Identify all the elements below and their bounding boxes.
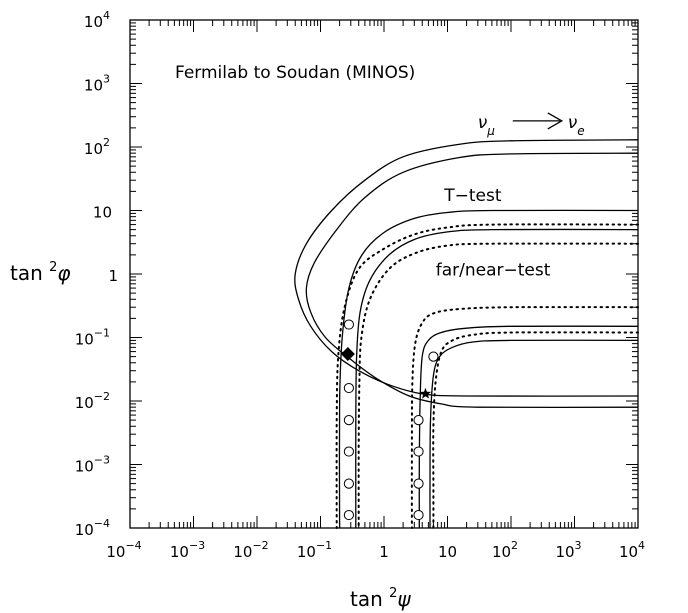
annotation-numu-to-nue: νμ νe — [478, 112, 585, 138]
open-circle-point-5 — [343, 509, 354, 521]
y-tick-label-7: 10−3 — [75, 454, 110, 476]
y-tick-label-1: 103 — [84, 73, 110, 95]
series-curve-6 — [418, 325, 639, 529]
x-tick-label-8: 104 — [619, 539, 645, 561]
open-circle-point-1 — [343, 382, 354, 394]
y-tick-label-2: 102 — [84, 136, 110, 158]
y-tick-label-6: 10−2 — [75, 390, 110, 412]
series-curve-7 — [429, 339, 639, 529]
annotation-far-near-test: far/near−test — [436, 260, 551, 280]
arrow-icon — [512, 112, 564, 130]
annotation-t-test: T−test — [443, 186, 502, 206]
open-circle-point-6 — [413, 446, 424, 457]
series-curve-4 — [335, 223, 639, 529]
x-tick-label-0: 10−4 — [106, 539, 141, 561]
x-tick-label-6: 102 — [492, 539, 518, 561]
x-tick-label-4: 1 — [379, 543, 389, 561]
annotation-nu-e: νe — [568, 113, 585, 138]
x-tick-label-1: 10−3 — [170, 539, 205, 561]
series-curve-5 — [357, 242, 639, 529]
y-tick-label-0: 104 — [84, 9, 110, 31]
series-curve-0 — [294, 139, 639, 397]
open-circle-point-2 — [343, 415, 354, 426]
y-tick-label-3: 10 — [93, 204, 112, 222]
star-point — [419, 387, 432, 399]
annotation-nu-mu: νμ — [478, 113, 496, 138]
x-tick-labels: 10−4 10−3 10−2 10−1 1 10 102 103 104 — [106, 539, 645, 561]
series-curve-3 — [355, 228, 639, 529]
y-tick-label-5: 10−1 — [75, 327, 110, 349]
chart-title: Fermilab to Soudan (MINOS) — [175, 63, 415, 83]
open-circle-point-3 — [343, 446, 354, 457]
axis-ticks — [129, 19, 639, 529]
open-circle-point-9 — [413, 509, 424, 521]
open-circle-point-7 — [413, 415, 424, 426]
data-markers — [340, 319, 439, 521]
plot-frame — [129, 19, 639, 529]
filled-diamond-point — [340, 346, 355, 361]
x-tick-label-7: 103 — [555, 539, 581, 561]
series-curve-2 — [338, 209, 639, 529]
series-curve-8 — [410, 306, 639, 529]
open-circle-point-8 — [413, 478, 424, 489]
open-circle-point-0 — [343, 319, 354, 330]
y-tick-label-4: 1 — [108, 267, 118, 285]
x-tick-label-5: 10 — [438, 543, 457, 561]
y-axis-label: tan 2φ — [10, 260, 71, 285]
open-circle-point-10 — [428, 351, 439, 362]
y-tick-label-8: 10−4 — [75, 517, 110, 539]
series-curve-9 — [432, 331, 639, 529]
data-curves — [294, 139, 639, 529]
open-circle-point-4 — [343, 478, 354, 489]
series-curve-1 — [305, 152, 639, 409]
x-tick-label-3: 10−1 — [297, 539, 332, 561]
x-axis-label: tan 2ψ — [350, 586, 411, 611]
x-tick-label-2: 10−2 — [233, 539, 268, 561]
